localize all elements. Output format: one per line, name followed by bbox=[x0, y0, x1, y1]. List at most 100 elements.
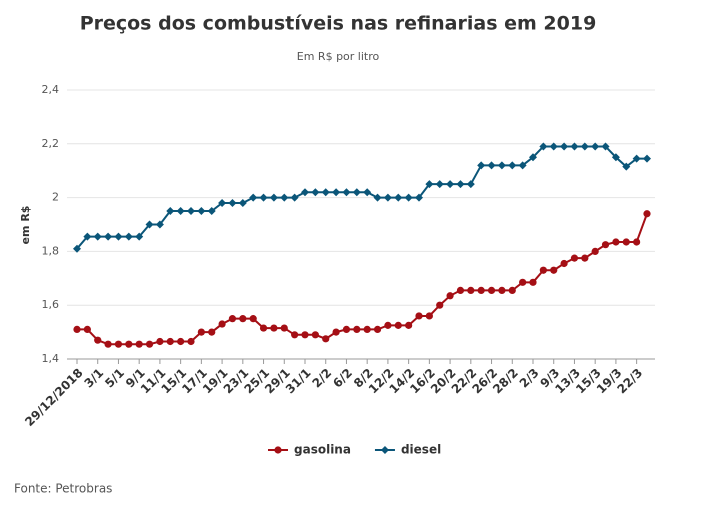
point bbox=[508, 286, 516, 295]
point bbox=[487, 161, 496, 170]
point bbox=[176, 207, 185, 216]
x-tick-label: 3/1 bbox=[82, 366, 107, 391]
point bbox=[591, 247, 599, 255]
point bbox=[269, 193, 278, 202]
chart-title: Preços dos combustíveis nas refinarias e… bbox=[80, 13, 597, 35]
point bbox=[487, 286, 496, 295]
point bbox=[549, 142, 558, 151]
point bbox=[208, 328, 216, 336]
point bbox=[114, 340, 123, 348]
point bbox=[311, 188, 320, 197]
point bbox=[291, 331, 299, 339]
point bbox=[560, 142, 569, 151]
point bbox=[353, 325, 361, 334]
point bbox=[322, 335, 330, 343]
point bbox=[518, 161, 527, 170]
point bbox=[611, 153, 620, 162]
point bbox=[94, 336, 102, 344]
point bbox=[249, 315, 257, 323]
y-tick-label: 1,8 bbox=[42, 244, 60, 257]
point bbox=[290, 193, 299, 202]
point bbox=[435, 180, 444, 189]
point bbox=[467, 286, 475, 295]
point bbox=[456, 286, 465, 295]
point bbox=[425, 180, 434, 189]
point bbox=[218, 320, 226, 328]
point bbox=[352, 188, 361, 197]
point bbox=[446, 292, 454, 300]
point bbox=[187, 207, 195, 216]
point bbox=[601, 142, 610, 151]
point bbox=[125, 340, 133, 348]
point bbox=[145, 220, 154, 229]
point bbox=[477, 161, 486, 170]
point bbox=[218, 198, 227, 207]
point bbox=[394, 193, 403, 202]
point bbox=[155, 220, 164, 229]
point bbox=[332, 328, 340, 336]
point bbox=[643, 210, 651, 218]
point bbox=[580, 142, 589, 151]
point bbox=[301, 188, 309, 197]
y-tick-label: 2,2 bbox=[42, 137, 60, 150]
y-tick-label: 1,4 bbox=[42, 352, 60, 365]
point bbox=[104, 232, 113, 241]
point bbox=[415, 312, 423, 320]
point bbox=[93, 232, 102, 241]
point bbox=[508, 161, 517, 170]
legend-marker bbox=[274, 446, 282, 454]
point bbox=[156, 337, 164, 346]
point bbox=[197, 207, 206, 216]
point bbox=[301, 331, 309, 339]
point bbox=[373, 193, 382, 202]
point bbox=[591, 142, 600, 151]
point bbox=[529, 278, 537, 286]
point bbox=[383, 193, 392, 202]
point bbox=[114, 232, 123, 241]
point bbox=[446, 180, 455, 189]
point bbox=[570, 142, 579, 151]
point bbox=[83, 232, 92, 241]
point bbox=[498, 286, 506, 295]
legend-label: gasolina bbox=[294, 443, 351, 457]
point bbox=[228, 315, 237, 323]
source: Fonte: Petrobras bbox=[14, 482, 112, 496]
point bbox=[321, 188, 330, 197]
y-tick-label: 1,6 bbox=[42, 298, 60, 311]
point bbox=[394, 321, 402, 329]
point bbox=[622, 238, 630, 246]
point bbox=[83, 325, 91, 334]
point bbox=[177, 337, 185, 346]
x-tick-label: 2/2 bbox=[310, 366, 335, 391]
point bbox=[612, 238, 620, 246]
point bbox=[456, 180, 465, 189]
x-tick-label: 29/12/2018 bbox=[22, 366, 85, 429]
y-tick-label: 2,4 bbox=[42, 83, 60, 96]
point bbox=[560, 259, 568, 268]
x-tick-label: 6/2 bbox=[330, 366, 355, 391]
point bbox=[207, 207, 216, 216]
point bbox=[280, 193, 289, 202]
point bbox=[415, 193, 423, 202]
point bbox=[405, 321, 413, 329]
point bbox=[270, 324, 278, 332]
point bbox=[570, 254, 579, 262]
point bbox=[228, 198, 237, 207]
y-tick-label: 2 bbox=[52, 191, 59, 204]
point bbox=[135, 232, 144, 241]
point bbox=[404, 193, 413, 202]
point bbox=[519, 278, 527, 286]
point bbox=[601, 241, 610, 249]
point bbox=[643, 154, 651, 163]
point bbox=[436, 301, 444, 309]
x-tick-label: 2/3 bbox=[517, 366, 542, 391]
point bbox=[539, 142, 548, 151]
point bbox=[581, 254, 589, 262]
x-tick-label: 5/1 bbox=[102, 366, 127, 391]
series-line bbox=[77, 213, 648, 346]
point bbox=[550, 266, 558, 274]
point bbox=[166, 207, 175, 216]
point bbox=[197, 328, 205, 336]
point bbox=[135, 340, 143, 348]
